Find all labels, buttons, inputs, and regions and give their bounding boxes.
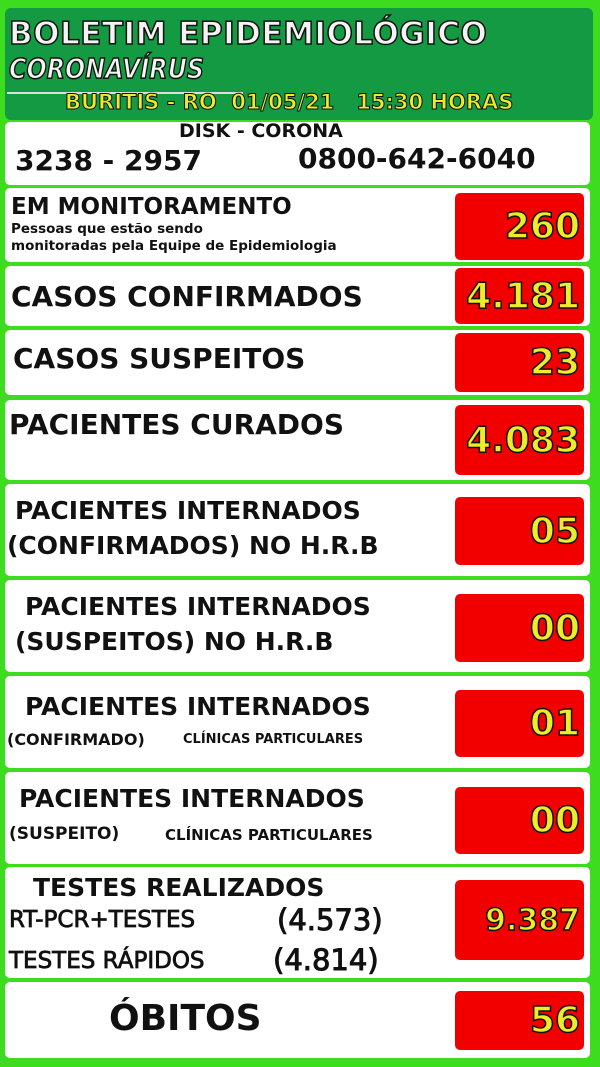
row-hospitalized-suspected-hrb: PACIENTES INTERNADOS (SUSPEITOS) NO H.R.…	[5, 580, 590, 672]
row-hospitalized-suspected-clinics: PACIENTES INTERNADOS (SUSPEITO) CLÍNICAS…	[5, 772, 590, 864]
disk-corona-panel: DISK - CORONA 3238 - 2957 0800-642-6040	[5, 120, 590, 185]
value-box: 4.083	[455, 405, 584, 475]
value-box: 00	[455, 787, 584, 854]
row-sub-value: (4.814)	[273, 943, 380, 978]
row-confirmed: CASOS CONFIRMADOS 4.181	[5, 266, 590, 326]
disk-label: DISK - CORONA	[179, 120, 343, 142]
row-sub-b: CLÍNICAS PARTICULARES	[165, 826, 373, 844]
row-suspected: CASOS SUSPEITOS 23	[5, 330, 590, 395]
value: 01	[529, 702, 581, 745]
value: 00	[529, 607, 581, 650]
row-sub: (CONFIRMADOS) NO H.R.B	[7, 531, 379, 560]
value: 260	[504, 205, 581, 248]
row-title: TESTES REALIZADOS	[33, 873, 325, 902]
value: 05	[529, 510, 581, 553]
row-sub-a: (SUSPEITO)	[9, 824, 120, 844]
row-title: PACIENTES INTERNADOS	[25, 692, 371, 721]
row-title: CASOS CONFIRMADOS	[11, 280, 363, 313]
row-title: ÓBITOS	[109, 998, 262, 1039]
row-sub: (SUSPEITOS) NO H.R.B	[15, 627, 334, 656]
row-sub-b: CLÍNICAS PARTICULARES	[183, 732, 364, 747]
value: 4.083	[465, 419, 580, 462]
value-box: 23	[455, 333, 584, 392]
row-sub: Pessoas que estão sendo	[11, 221, 203, 237]
value-box: 260	[455, 193, 584, 260]
row-sub: monitoradas pela Equipe de Epidemiologia	[11, 238, 337, 254]
row-monitoring: EM MONITORAMENTO Pessoas que estão sendo…	[5, 188, 590, 262]
value-box: 01	[455, 690, 584, 757]
header: BOLETIM EPIDEMIOLÓGICO CORONAVÍRUS BURIT…	[5, 8, 593, 120]
value-box: 00	[455, 594, 584, 662]
divider	[7, 92, 243, 94]
bulletin-subtitle: CORONAVÍRUS	[8, 51, 205, 86]
value-box: 9.387	[455, 880, 584, 960]
row-hospitalized-confirmed-hrb: PACIENTES INTERNADOS (CONFIRMADOS) NO H.…	[5, 484, 590, 576]
phone-1: 3238 - 2957	[15, 144, 202, 177]
location-date: BURITIS - RO 01/05/21 15:30 HORAS	[64, 90, 514, 115]
value-box: 05	[455, 497, 584, 565]
row-sub: TESTES RÁPIDOS	[9, 948, 205, 975]
row-title: PACIENTES INTERNADOS	[19, 784, 365, 813]
value-box: 4.181	[455, 268, 584, 324]
row-sub-a: (CONFIRMADO)	[7, 730, 145, 749]
row-sub-value: (4.573)	[277, 903, 384, 938]
row-title: PACIENTES INTERNADOS	[25, 592, 371, 621]
row-hospitalized-confirmed-clinics: PACIENTES INTERNADOS (CONFIRMADO) CLÍNIC…	[5, 676, 590, 768]
row-tests: TESTES REALIZADOS RT-PCR+TESTES (4.573) …	[5, 867, 590, 978]
value: 00	[529, 799, 581, 842]
value: 9.387	[484, 902, 580, 939]
row-cured: PACIENTES CURADOS 4.083	[5, 400, 590, 480]
value: 56	[529, 999, 581, 1042]
value: 4.181	[465, 275, 580, 318]
row-title: PACIENTES INTERNADOS	[15, 496, 361, 525]
value: 23	[529, 341, 581, 384]
value-box: 56	[455, 991, 584, 1050]
row-sub: RT-PCR+TESTES	[9, 907, 196, 934]
row-deaths: ÓBITOS 56	[5, 982, 590, 1058]
row-title: CASOS SUSPEITOS	[13, 342, 306, 375]
row-title: PACIENTES CURADOS	[9, 408, 345, 441]
phone-2: 0800-642-6040	[298, 142, 536, 175]
row-title: EM MONITORAMENTO	[11, 194, 292, 220]
bulletin-title: BOLETIM EPIDEMIOLÓGICO	[8, 15, 488, 53]
